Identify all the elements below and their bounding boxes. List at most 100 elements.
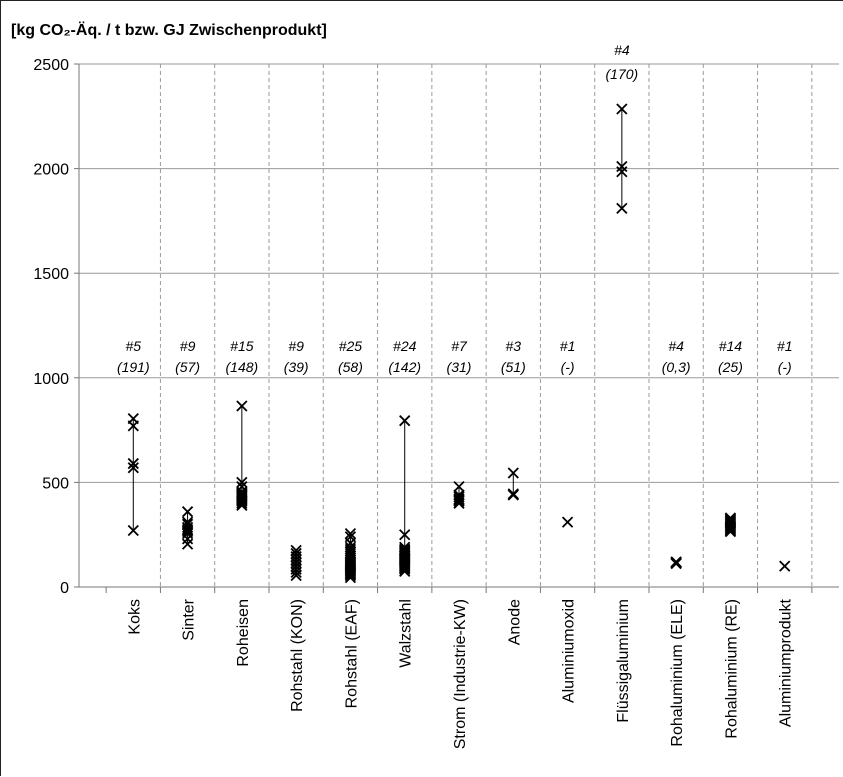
category-label: Sinter — [181, 598, 198, 640]
marker-stroke — [399, 415, 411, 427]
data-point — [616, 103, 628, 115]
spread-annotation: (142) — [388, 359, 421, 375]
spread-annotation: (39) — [284, 359, 309, 375]
category-label: Koks — [126, 599, 143, 635]
spread-annotation: (-) — [778, 359, 792, 375]
y-tick-label: 2000 — [33, 162, 69, 179]
marker-stroke — [236, 400, 248, 412]
spread-annotation: (170) — [606, 66, 639, 82]
marker-stroke — [290, 547, 302, 560]
marker-stroke — [236, 486, 248, 498]
marker-stroke — [344, 528, 357, 540]
count-annotation: #9 — [288, 338, 304, 354]
marker-stroke — [507, 467, 519, 479]
marker-stroke — [399, 543, 411, 555]
data-point — [290, 547, 302, 560]
marker-stroke — [507, 488, 519, 500]
data-point — [507, 488, 519, 500]
marker-stroke — [724, 512, 737, 524]
marker-stroke — [453, 491, 465, 503]
data-point — [236, 486, 248, 498]
marker-stroke — [344, 531, 357, 543]
category-label: Rohaluminium (ELE) — [669, 599, 686, 747]
data-point — [670, 556, 682, 568]
marker-stroke — [561, 516, 574, 528]
count-annotation: #1 — [777, 338, 793, 354]
category-label: Rohstahl (EAF) — [343, 599, 360, 708]
y-tick-label: 500 — [42, 475, 69, 492]
y-tick-label: 1500 — [33, 266, 69, 283]
data-point — [181, 506, 194, 518]
data-point — [127, 462, 139, 474]
category-label: Rohstahl (KON) — [289, 599, 306, 712]
category-label: Flüssigaluminium — [615, 599, 632, 723]
data-point — [127, 457, 139, 470]
marker-stroke — [453, 489, 465, 501]
marker-stroke — [181, 516, 194, 528]
category-label: Walzstahl — [398, 599, 415, 668]
marker-stroke — [127, 524, 139, 537]
data-point — [290, 544, 302, 557]
marker-stroke — [616, 103, 628, 115]
spread-annotation: (58) — [338, 359, 363, 375]
data-point — [399, 415, 411, 427]
category-label: Strom (Industrie-KW) — [452, 599, 469, 749]
data-point — [181, 521, 194, 534]
spread-annotation: (25) — [718, 359, 743, 375]
marker-stroke — [344, 541, 357, 553]
count-annotation: #7 — [451, 338, 468, 354]
chart-title: [kg CO₂-Äq. / t bzw. GJ Zwischenprodukt] — [11, 21, 327, 39]
data-point — [399, 543, 411, 555]
y-tick-label: 2500 — [33, 57, 69, 74]
marker-stroke — [779, 560, 791, 572]
count-annotation: #1 — [560, 338, 576, 354]
marker-stroke — [616, 166, 628, 178]
data-point — [616, 166, 628, 178]
data-point — [779, 560, 791, 572]
marker-stroke — [236, 476, 248, 489]
labels: #5 (191) #9 (57) #15 (148) #9 (39) #25 (58) #24 (14… — [117, 42, 795, 749]
data-point — [507, 467, 519, 479]
data-point — [344, 528, 357, 540]
marker-stroke — [181, 506, 194, 518]
data-point — [616, 202, 628, 214]
data-point — [181, 538, 194, 550]
spread-annotation: (191) — [117, 359, 150, 375]
count-annotation: #24 — [393, 338, 417, 354]
marker-stroke — [453, 480, 465, 493]
data-point — [127, 412, 139, 425]
data-point — [561, 516, 574, 528]
count-annotation: #4 — [668, 338, 684, 354]
category-label: Roheisen — [235, 599, 252, 667]
category-label: Aluminiumoxid — [561, 599, 578, 703]
data-point — [453, 489, 465, 501]
marker-stroke — [670, 556, 682, 568]
spread-annotation: (-) — [561, 359, 575, 375]
data-point — [236, 400, 248, 412]
spread-annotation: (0,3) — [662, 359, 691, 375]
data-point — [399, 541, 411, 553]
count-annotation: #3 — [505, 338, 521, 354]
count-annotation: #15 — [230, 338, 254, 354]
marker-stroke — [181, 521, 194, 534]
count-annotation: #9 — [180, 338, 196, 354]
axes: 0 500 1000 1500 2000 2500 — [33, 57, 839, 597]
spread-annotation: (148) — [226, 359, 259, 375]
data-point — [344, 531, 357, 543]
y-tick-label: 0 — [60, 580, 69, 597]
count-annotation: #4 — [614, 42, 630, 58]
category-label: Rohaluminium (RE) — [723, 599, 740, 739]
marker-stroke — [616, 202, 628, 214]
marker-stroke — [236, 480, 248, 493]
data-point — [399, 529, 411, 541]
count-annotation: #14 — [719, 338, 743, 354]
marker-stroke — [399, 541, 411, 553]
count-annotation: #5 — [125, 338, 141, 354]
data-point — [236, 480, 248, 493]
marker-stroke — [290, 544, 302, 557]
category-label: Aluminiumprodukt — [778, 598, 795, 727]
marker-stroke — [127, 412, 139, 425]
data-point — [344, 545, 357, 558]
